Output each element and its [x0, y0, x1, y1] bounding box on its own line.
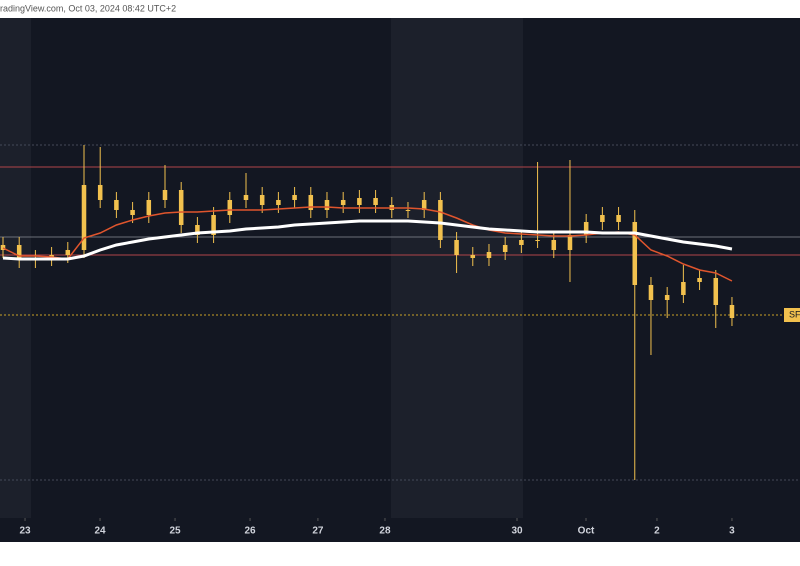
candle-body	[292, 195, 297, 200]
x-tick-label: 28	[379, 526, 391, 537]
candle-body	[421, 200, 427, 210]
candle-body	[567, 235, 573, 250]
x-tick-label: 30	[511, 526, 523, 537]
candle-body	[324, 200, 330, 210]
candle-body	[16, 245, 22, 260]
x-tick-label: 3	[729, 526, 735, 537]
ma-line	[2, 219, 733, 261]
candle-body	[664, 295, 670, 300]
candle-body	[486, 252, 492, 258]
price-tag-box	[784, 308, 800, 322]
candle-body	[729, 305, 735, 318]
candle-body	[697, 278, 702, 282]
candle-body	[211, 215, 216, 235]
candle-body	[713, 278, 719, 305]
candle-body	[114, 200, 119, 210]
candle-body	[373, 198, 378, 205]
candle-body	[502, 245, 508, 252]
x-axis	[0, 518, 800, 542]
price-tag: SF	[789, 309, 800, 319]
candle-body	[648, 285, 654, 300]
candle-body	[97, 185, 103, 200]
x-tick-label: 26	[244, 526, 256, 537]
candle-body	[438, 200, 443, 240]
candle-body	[259, 195, 265, 205]
candle-body	[227, 200, 233, 215]
x-tick-label: 27	[312, 526, 324, 537]
candle-body	[583, 222, 589, 235]
x-tick-label: 25	[169, 526, 181, 537]
candle-body	[276, 200, 281, 205]
x-tick-label: 23	[19, 526, 31, 537]
candle-body	[308, 195, 314, 210]
candle-body	[65, 250, 71, 255]
candle-body	[681, 282, 686, 295]
candle-body	[600, 215, 605, 222]
header-text: radingView.com, Oct 03, 2024 08:42 UTC+2	[0, 3, 176, 13]
candle-body	[470, 255, 476, 258]
x-tick-label: Oct	[578, 526, 595, 537]
session-band	[0, 18, 31, 518]
candle-body	[340, 200, 346, 205]
candle-body	[146, 200, 152, 215]
header-bar	[0, 0, 800, 18]
candle-body	[454, 240, 459, 255]
candle-body	[178, 190, 184, 225]
candle-body	[81, 185, 87, 250]
candle-body	[195, 225, 200, 235]
candle-body	[357, 198, 362, 205]
x-tick-label: 2	[654, 526, 660, 537]
candle-body	[535, 240, 540, 241]
candle-body	[0, 245, 6, 250]
candle-body	[632, 222, 638, 285]
candle-body	[405, 210, 411, 211]
candle-body	[519, 240, 524, 245]
candle-body	[243, 195, 249, 200]
candle-body	[162, 190, 168, 200]
x-tick-label: 24	[94, 526, 106, 537]
candle-body	[551, 240, 557, 250]
candle-body	[130, 210, 135, 215]
candle-body	[616, 215, 621, 222]
